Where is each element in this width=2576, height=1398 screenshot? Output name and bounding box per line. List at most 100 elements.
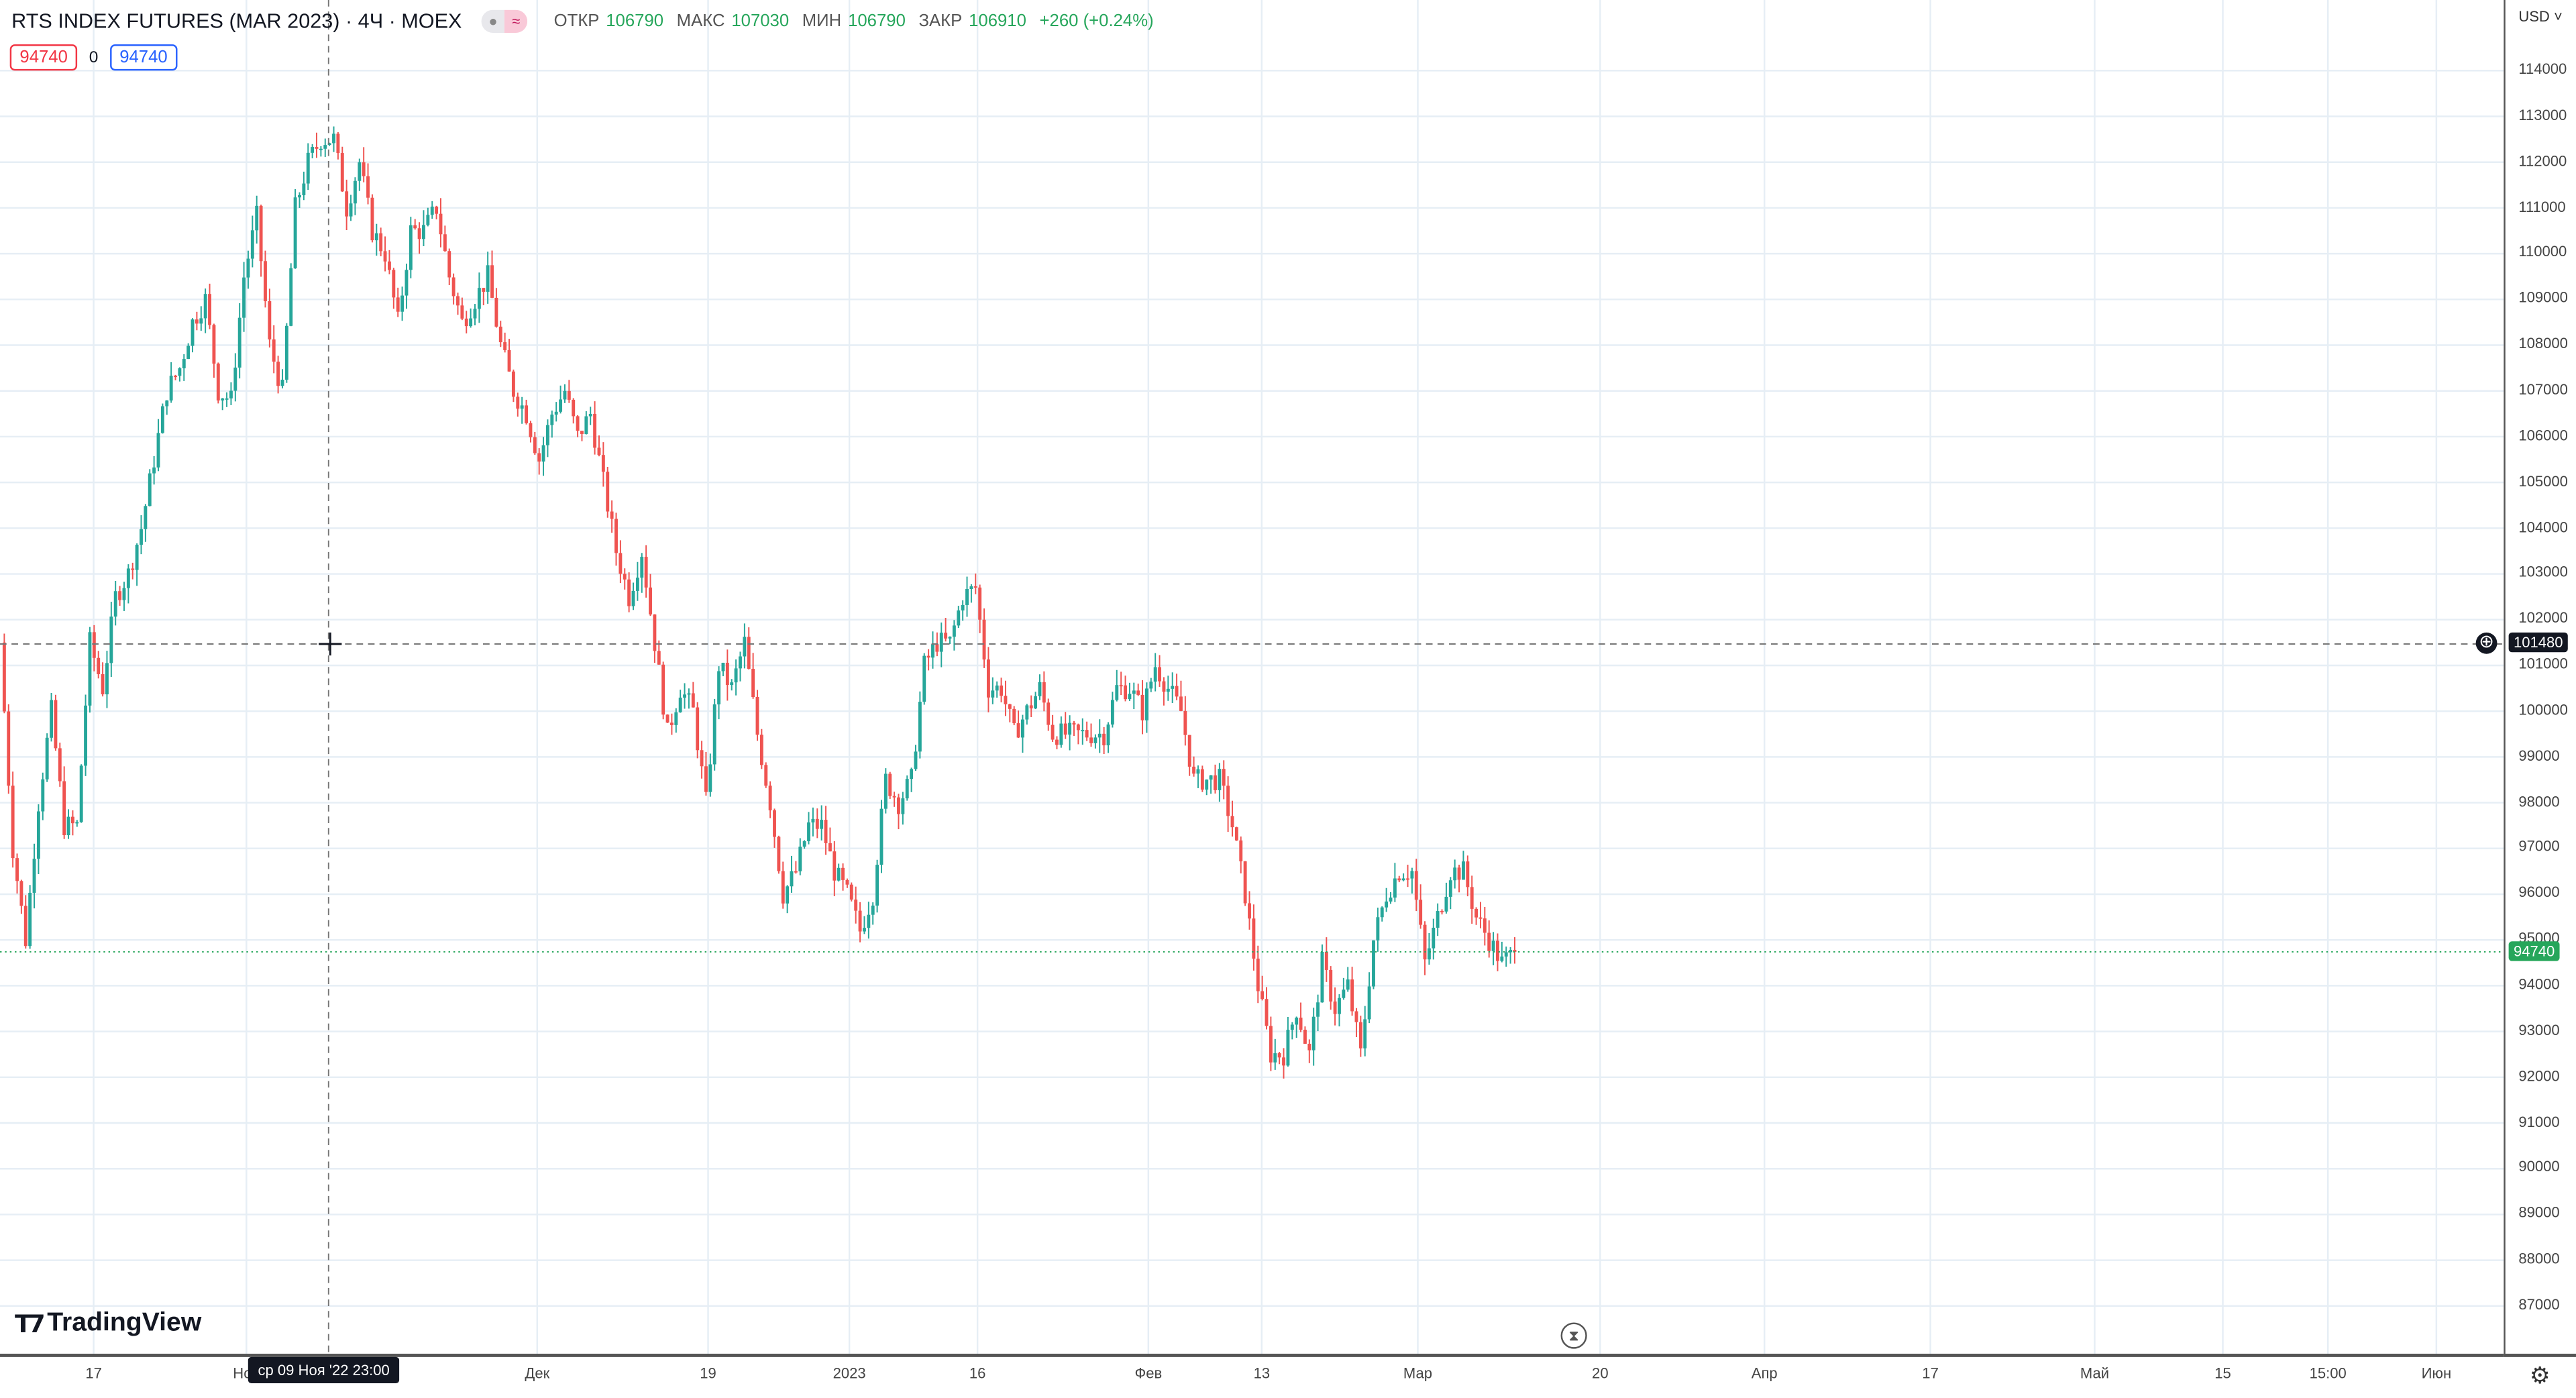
candle-body	[503, 342, 507, 350]
indicator-toggle[interactable]: ● ≈	[481, 9, 528, 33]
candle-body	[105, 663, 109, 695]
sell-button[interactable]: 94740	[9, 44, 78, 71]
candle-body	[1444, 896, 1448, 912]
candle-body	[1466, 861, 1470, 888]
candle-body	[879, 808, 883, 865]
candle-body	[635, 578, 639, 591]
candle-body	[242, 277, 246, 318]
candle-body	[1093, 737, 1097, 743]
candle-body	[45, 737, 49, 779]
candle-body	[327, 143, 331, 146]
candle-body	[19, 881, 23, 906]
candle-body	[1419, 900, 1423, 925]
candle-body	[1286, 1030, 1290, 1066]
candle-body	[435, 207, 439, 214]
price-tick-label: 89000	[2518, 1204, 2560, 1222]
candle-body	[28, 892, 32, 947]
candle-body	[11, 786, 15, 859]
candle-body	[777, 837, 781, 871]
candle-body	[212, 325, 216, 364]
candle-body	[396, 297, 400, 312]
candle-body	[336, 133, 340, 154]
price-tick-label: 103000	[2518, 563, 2568, 581]
candle-body	[798, 847, 802, 871]
price-tick-label: 88000	[2518, 1250, 2560, 1267]
candle-body	[1303, 1029, 1307, 1044]
time-tick-label: Апр	[1751, 1365, 1778, 1382]
candle-body	[1354, 1011, 1358, 1022]
candle-body	[140, 529, 143, 545]
price-tick-label: 99000	[2518, 747, 2560, 764]
candle-body	[182, 359, 186, 369]
candle-body	[208, 294, 211, 325]
time-tick-label: 17	[85, 1365, 102, 1382]
candle-body	[837, 867, 841, 881]
price-tick-label: 104000	[2518, 518, 2568, 535]
candle-body	[464, 318, 468, 327]
candle-body	[1021, 719, 1024, 738]
candle-body	[75, 822, 79, 824]
candle-body	[109, 616, 113, 663]
candle-body	[734, 668, 738, 683]
candle-body	[1209, 775, 1213, 780]
candle-body	[169, 376, 173, 401]
price-tick-label: 102000	[2518, 610, 2568, 627]
price-axis[interactable]: USD ˅ 114000 113000 112000 111000 110000 1090…	[2504, 0, 2576, 1354]
candle-body	[1046, 702, 1051, 725]
candle-body	[1097, 733, 1102, 738]
hourglass-icon[interactable]: ⧗	[1560, 1322, 1587, 1349]
currency-select[interactable]: USD ˅	[2518, 8, 2563, 25]
candle-body	[550, 415, 554, 425]
candle-body	[1124, 685, 1127, 700]
candle-body	[1324, 951, 1328, 970]
last-price-label: 94740	[2508, 941, 2560, 961]
price-tick-label: 106000	[2518, 427, 2568, 443]
tradingview-logo[interactable]: 𝗧𝟳 TradingView	[15, 1309, 201, 1339]
candle-body	[54, 700, 58, 749]
candle-body	[191, 319, 195, 346]
candle-body	[944, 633, 948, 639]
candle-body	[374, 233, 378, 241]
candle-body	[1063, 723, 1067, 735]
candle-body	[597, 447, 601, 455]
candle-body	[1029, 705, 1033, 708]
time-axis[interactable]: 17 Ноя Дек 19 2023 16 Фев 13 Мар 20 Апр 17 Май 15 15:0…	[0, 1353, 2504, 1398]
candle-body	[1483, 918, 1487, 933]
candle-body	[935, 644, 939, 652]
candle-body	[1119, 685, 1123, 687]
candle-body	[456, 296, 460, 306]
candle-body	[991, 690, 995, 698]
settings-gear-icon[interactable]: ⚙	[2504, 1353, 2576, 1398]
candle-body	[802, 841, 806, 847]
candle-body	[845, 879, 849, 885]
candle-body	[332, 133, 335, 144]
candle-body	[871, 905, 875, 915]
buy-button[interactable]: 94740	[109, 44, 178, 71]
candle-body	[1110, 700, 1114, 725]
candle-body	[1072, 722, 1076, 725]
low-value: 106790	[848, 11, 906, 32]
candle-body	[400, 295, 405, 312]
candle-body	[606, 472, 610, 512]
price-chart[interactable]	[0, 0, 2504, 1354]
candle-body	[529, 423, 533, 437]
symbol-title[interactable]: RTS INDEX FUTURES (MAR 2023) · 4Ч · MOEX	[11, 9, 462, 33]
candle-body	[820, 820, 824, 829]
candle-body	[160, 406, 164, 433]
high-value: 107030	[731, 11, 790, 32]
candle-body	[1320, 951, 1324, 1003]
candle-body	[349, 203, 353, 217]
candle-body	[1025, 705, 1029, 720]
candle-body	[525, 405, 529, 423]
candle-body	[323, 145, 327, 149]
candle-body	[545, 425, 549, 445]
candle-body	[340, 153, 344, 192]
candle-body	[135, 545, 139, 570]
price-tick-label: 108000	[2518, 335, 2568, 352]
candle-body	[405, 270, 409, 296]
add-plus-icon[interactable]: ⊕	[2475, 632, 2498, 654]
candle-body	[255, 205, 259, 231]
candle-body	[786, 886, 790, 904]
candle-body	[1397, 878, 1401, 881]
candle-body	[687, 693, 691, 695]
